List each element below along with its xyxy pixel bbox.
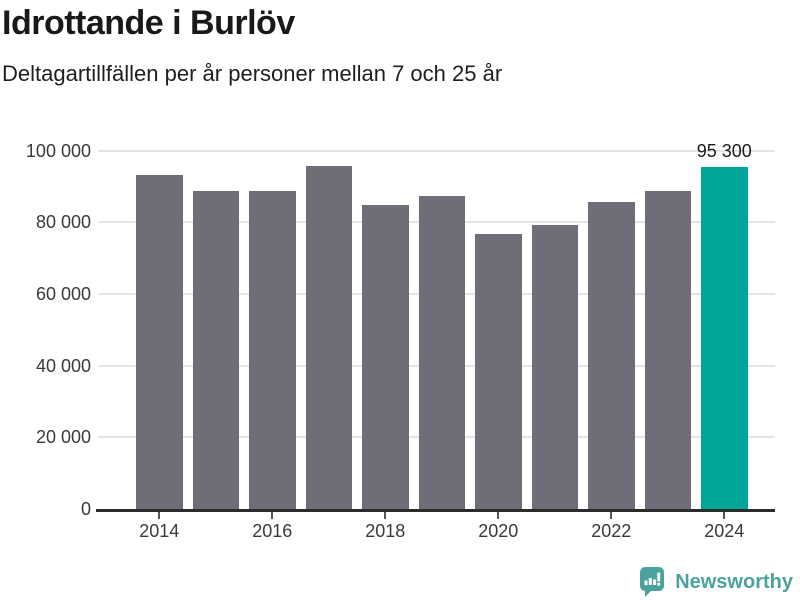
bar-2019 bbox=[418, 195, 466, 509]
bar-2014 bbox=[136, 175, 183, 509]
newsworthy-logo-link[interactable]: Newsworthy bbox=[640, 566, 793, 597]
x-axis-label-2024: 2024 bbox=[704, 521, 745, 541]
bar-2024 bbox=[701, 167, 748, 509]
bar-2023 bbox=[644, 191, 692, 509]
bar-2016 bbox=[249, 191, 296, 509]
newsworthy-logo-icon bbox=[640, 566, 665, 597]
newsworthy-brand-text: Newsworthy bbox=[675, 570, 793, 593]
x-axis-tick-2016 bbox=[271, 512, 274, 519]
x-axis-tick-2024 bbox=[723, 512, 726, 519]
x-axis-label-2020: 2020 bbox=[478, 521, 519, 541]
chart-subtitle: Deltagartillfällen per år personer mella… bbox=[2, 61, 503, 86]
y-axis-label-20000: 20 000 bbox=[35, 427, 91, 448]
x-axis-tick-2018 bbox=[384, 512, 387, 519]
bar-2017 bbox=[305, 165, 353, 509]
x-axis-tick-2022 bbox=[610, 512, 613, 519]
bar-2018 bbox=[362, 204, 409, 509]
gridline-100000 bbox=[98, 149, 775, 152]
highlight-value-label: 95 300 bbox=[696, 141, 752, 162]
x-axis-tick-2014 bbox=[158, 512, 161, 519]
x-axis-tick-2020 bbox=[497, 512, 500, 519]
x-axis-label-2022: 2022 bbox=[591, 521, 632, 541]
y-axis-label-60000: 60 000 bbox=[35, 283, 91, 304]
y-axis-label-40000: 40 000 bbox=[35, 355, 91, 376]
x-axis-label-2018: 2018 bbox=[365, 521, 406, 541]
bar-2021 bbox=[531, 225, 579, 509]
y-axis-label-100000: 100 000 bbox=[25, 140, 91, 161]
x-axis-line bbox=[96, 509, 775, 512]
bar-2020 bbox=[475, 233, 522, 509]
y-axis-label-80000: 80 000 bbox=[35, 212, 91, 233]
x-axis-label-2016: 2016 bbox=[252, 521, 293, 541]
y-axis-label-0: 0 bbox=[80, 499, 91, 519]
bar-2015 bbox=[192, 191, 240, 509]
x-axis-label-2014: 2014 bbox=[139, 521, 180, 541]
bar-2022 bbox=[588, 202, 635, 509]
chart-title: Idrottande i Burlöv bbox=[2, 4, 295, 42]
